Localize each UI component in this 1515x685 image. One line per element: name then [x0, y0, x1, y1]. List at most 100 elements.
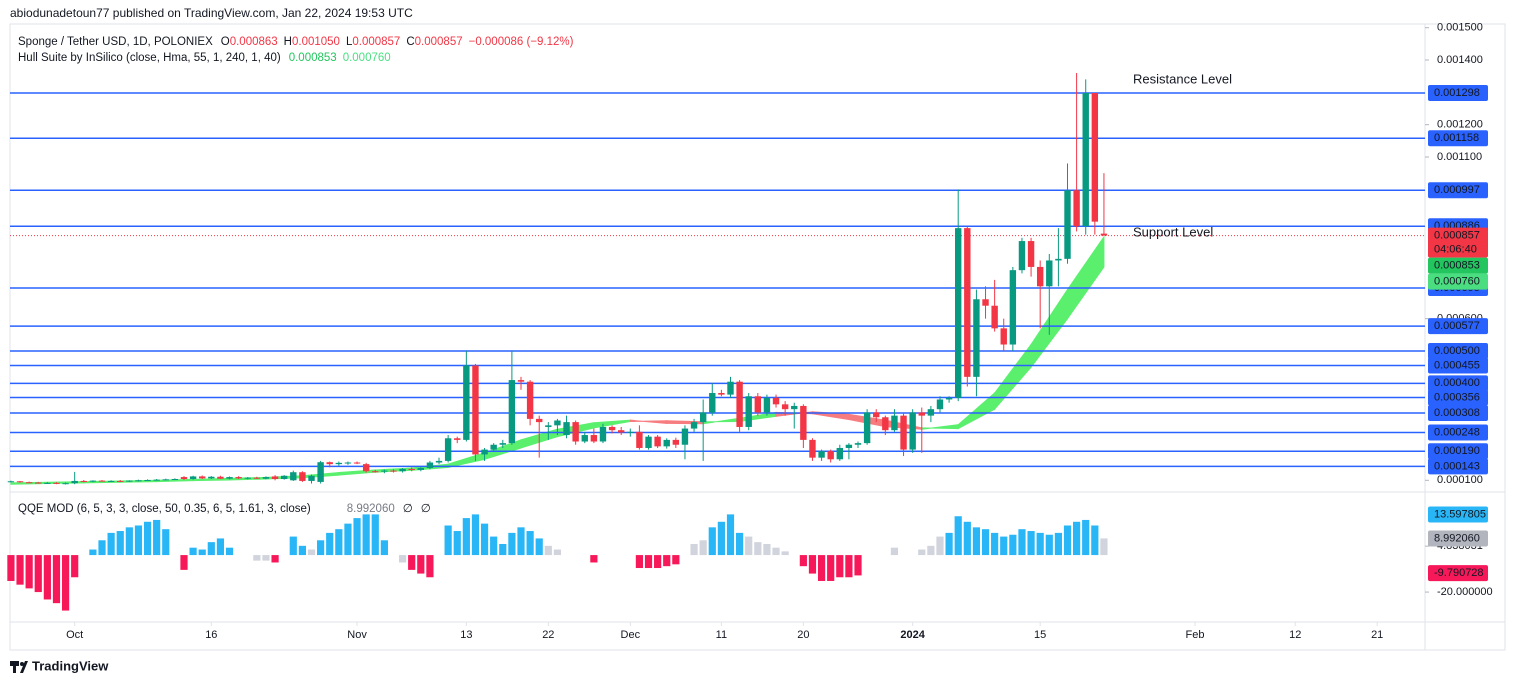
- level-label-label: 0.000308: [1434, 407, 1480, 419]
- candle-body: [1091, 92, 1099, 222]
- qqe-bar: [672, 555, 680, 565]
- qqe-bar: [216, 538, 225, 556]
- level-label: [1428, 375, 1488, 392]
- candle-body: [244, 477, 251, 479]
- candle-body: [1000, 328, 1007, 345]
- candle-body: [344, 462, 352, 464]
- qqe-bar: [690, 543, 698, 556]
- candle-body: [526, 381, 534, 419]
- candle-body: [372, 471, 379, 473]
- qqe-bar: [635, 555, 644, 569]
- qqe-bar: [180, 555, 188, 570]
- qqe-bar: [927, 545, 935, 556]
- qqe-bar: [7, 555, 15, 581]
- candle-body: [781, 404, 789, 410]
- qqe-bar: [736, 532, 744, 556]
- ohlc-value: 0.001050: [292, 36, 340, 48]
- qqe-marker-label: 13.597805: [1434, 508, 1486, 520]
- candle-body: [472, 365, 479, 455]
- hull-band: [957, 391, 996, 430]
- x-tick-label: 22: [542, 629, 554, 641]
- countdown: 04:06:40: [1434, 243, 1477, 255]
- level-label: [1428, 443, 1488, 460]
- candle-body: [262, 477, 270, 479]
- ohlc-key: H: [284, 36, 292, 48]
- candle-body: [16, 481, 24, 483]
- level-label-label: 0.001298: [1434, 87, 1480, 99]
- last-price-box: [1428, 227, 1488, 258]
- candle-body: [153, 479, 160, 481]
- x-tick-label: Nov: [347, 629, 367, 641]
- candle-body: [608, 426, 616, 431]
- hull-band: [921, 424, 959, 430]
- qqe-bar: [462, 518, 470, 556]
- candle-body: [1027, 241, 1035, 267]
- candle-body: [117, 480, 124, 482]
- qqe-symbol: ∅: [421, 503, 431, 515]
- qqe-symbol: ∅: [403, 503, 413, 515]
- candle-body: [590, 435, 598, 442]
- qqe-bar: [71, 555, 79, 578]
- qqe-bar: [1009, 534, 1017, 556]
- candle-body: [381, 470, 388, 472]
- qqe-bar: [444, 525, 452, 556]
- qqe-bar: [991, 532, 999, 556]
- candle-body: [98, 480, 106, 482]
- level-label-label: 0.000248: [1434, 426, 1480, 438]
- qqe-bar: [125, 527, 133, 556]
- qqe-bar: [107, 532, 115, 556]
- qqe-bar: [845, 555, 853, 578]
- qqe-bar: [116, 531, 124, 556]
- qqe-marker-label: 8.992060: [1434, 532, 1480, 544]
- qqe-bar: [1000, 536, 1008, 556]
- candle-body: [80, 480, 87, 482]
- qqe-bar: [326, 532, 334, 556]
- qqe-bar: [134, 525, 143, 556]
- y-tick-label: 0.001400: [1437, 54, 1483, 66]
- candle-body: [490, 444, 497, 450]
- hull-name: Hull Suite by InSilico (close, Hma, 55, …: [18, 52, 281, 64]
- candle-body: [399, 468, 406, 472]
- hull-band: [994, 343, 1032, 411]
- candle-body: [845, 444, 853, 448]
- candle-body: [107, 480, 115, 482]
- candle-body: [636, 431, 643, 448]
- level-label-label: 0.000455: [1434, 359, 1480, 371]
- level-label: [1428, 405, 1488, 422]
- qqe-bar: [207, 542, 215, 556]
- candle-body: [226, 477, 233, 479]
- candle-body: [454, 438, 461, 440]
- frame: [9, 23, 1506, 651]
- candle-body: [572, 422, 579, 442]
- hull-band: [447, 452, 486, 468]
- qqe-bar: [717, 521, 725, 556]
- level-label: [1428, 182, 1488, 199]
- candle-body: [672, 439, 680, 445]
- candle-body: [1018, 241, 1026, 271]
- qqe-bar: [353, 518, 361, 556]
- candle-body: [280, 475, 288, 480]
- qqe-bar: [426, 555, 434, 578]
- candle-body: [71, 480, 78, 484]
- qqe-bar: [972, 527, 981, 556]
- hull-band: [1067, 235, 1105, 321]
- x-tick-label: Dec: [621, 629, 641, 641]
- candle-body: [645, 436, 652, 448]
- qqe-bar: [654, 555, 662, 569]
- qqe-bar: [98, 540, 106, 556]
- qqe-bar: [508, 532, 516, 556]
- candle-body: [982, 299, 989, 306]
- qqe-bar: [16, 555, 24, 585]
- candle-body: [736, 381, 743, 427]
- qqe-bar: [890, 547, 899, 556]
- qqe-bar: [1091, 525, 1099, 556]
- candle-body: [7, 481, 15, 483]
- qqe-bar: [344, 523, 352, 556]
- candle-body: [508, 380, 516, 444]
- qqe-bar: [772, 547, 780, 556]
- brand: TradingView: [32, 658, 109, 673]
- hull-label: [1428, 257, 1488, 274]
- annotation: Support Level: [1133, 224, 1213, 239]
- candle-body: [599, 426, 607, 442]
- candle-body: [955, 228, 962, 398]
